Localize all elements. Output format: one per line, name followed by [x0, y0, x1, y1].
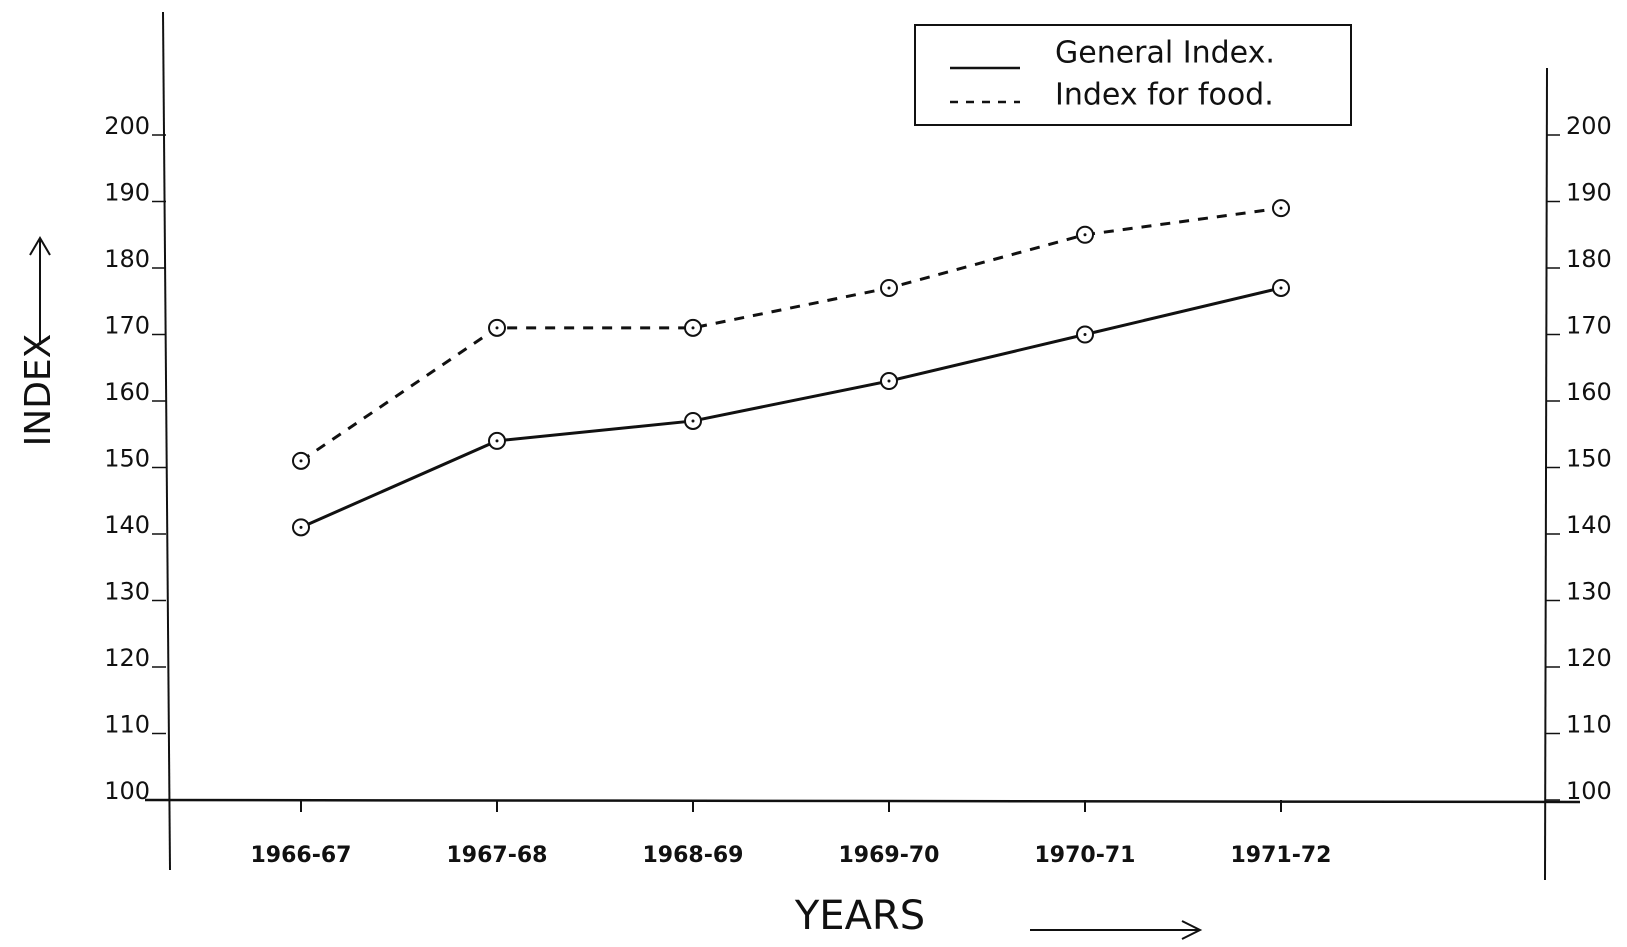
y2-tick-label: 180 — [1566, 245, 1612, 273]
y-tick-label: 110 — [104, 711, 150, 739]
x-tick-label: 1968-69 — [643, 843, 744, 868]
x-tick-label: 1971-72 — [1231, 843, 1332, 868]
y2-tick-label: 160 — [1566, 378, 1612, 406]
y-tick-label: 180 — [104, 245, 150, 273]
y2-tick-label: 190 — [1566, 179, 1612, 207]
x-arrow — [1030, 920, 1203, 940]
x-axis — [144, 798, 1581, 804]
y2-tick-label: 110 — [1566, 711, 1612, 739]
x-axis-label: YEARS — [794, 893, 925, 939]
y2-tick-label: 200 — [1566, 112, 1612, 140]
right-axis — [1544, 67, 1548, 881]
data-point-dot — [495, 326, 499, 330]
legend-box — [914, 24, 1352, 126]
data-point-dot — [299, 525, 303, 529]
x-tick-label: 1966-67 — [251, 843, 352, 868]
data-point-dot — [691, 326, 695, 330]
data-point-dot — [887, 286, 891, 290]
y-tick-label: 170 — [104, 312, 150, 340]
x-tick-label: 1970-71 — [1035, 843, 1136, 868]
y-tick-label: 190 — [104, 179, 150, 207]
x-tick-label: 1969-70 — [839, 843, 940, 868]
x-tick-label: 1967-68 — [447, 843, 548, 868]
y-arrow — [29, 236, 51, 345]
series-line — [300, 286, 1282, 529]
y-axis-label: INDEX — [18, 334, 59, 447]
y-tick-label: 130 — [104, 578, 150, 606]
y-tick-label: 160 — [104, 378, 150, 406]
data-point-dot — [887, 379, 891, 383]
y2-tick-label: 150 — [1566, 445, 1612, 473]
y2-tick-label: 100 — [1566, 777, 1612, 805]
data-point-dot — [299, 459, 303, 463]
y-tick-label: 200 — [104, 112, 150, 140]
y-tick-label: 100 — [104, 777, 150, 805]
data-point-dot — [1279, 286, 1283, 290]
data-point-dot — [691, 419, 695, 423]
y2-tick-label: 120 — [1566, 644, 1612, 672]
data-point-dot — [495, 439, 499, 443]
y2-tick-label: 140 — [1566, 511, 1612, 539]
y-tick-label: 140 — [104, 511, 150, 539]
y-tick-label: 150 — [104, 445, 150, 473]
legend-label: General Index. — [1055, 36, 1275, 71]
data-point-dot — [1083, 333, 1087, 336]
data-point-dot — [1083, 233, 1087, 237]
left-axis — [162, 11, 171, 871]
legend-label: Index for food. — [1055, 78, 1274, 113]
y-tick-label: 120 — [104, 644, 150, 672]
data-point-dot — [1279, 206, 1283, 210]
series-line — [300, 206, 1282, 463]
y2-tick-label: 170 — [1566, 312, 1612, 340]
y2-tick-label: 130 — [1566, 578, 1612, 606]
